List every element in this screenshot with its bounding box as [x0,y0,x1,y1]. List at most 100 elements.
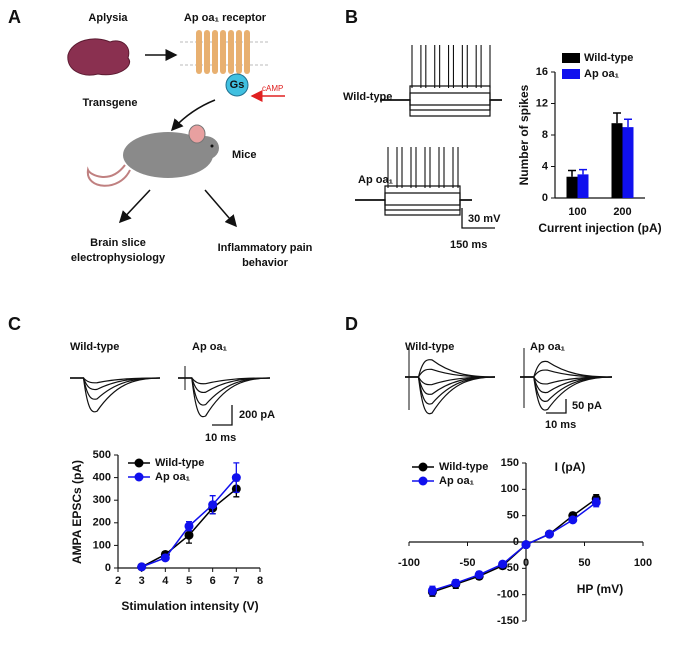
legend-label: Ap oa₁ [439,475,475,487]
arrow [204,189,237,228]
trace [405,376,496,395]
error-bar [579,168,587,175]
y-tick-label: 100 [93,539,111,551]
trace [405,376,496,386]
x-tick-label: -100 [398,557,420,569]
x-tick-label: 100 [568,206,586,218]
x-tick-label: 200 [613,206,631,218]
y-tick-label: -150 [497,615,519,627]
point [137,562,147,572]
current-traces [70,366,271,418]
x-tick-label: 2 [115,575,121,587]
trace [70,377,161,400]
panel-a: A Aplysia Ap oa₁ receptor Gs cAMP Transg… [8,7,313,269]
legend-label: Wild-type [439,461,488,473]
y-axis-label: AMPA EPSCs (pA) [70,460,84,564]
y-axis-label: Number of spikes [517,84,531,185]
point [160,553,170,563]
label: Aplysia [88,12,128,24]
point [427,585,437,595]
bar [566,176,578,198]
legend-label: Ap oa₁ [155,471,191,483]
label: cAMP [262,84,283,93]
legend-marker [418,476,428,486]
x-tick-label: 8 [257,575,263,587]
y-tick-label: -100 [497,589,519,601]
x-tick-label: -50 [460,557,476,569]
legend-marker [134,458,144,468]
trace [405,368,496,378]
y-tick-label: 12 [536,97,548,109]
x-axis-label: Stimulation intensity (V) [121,599,258,613]
point [521,540,531,550]
point [231,473,241,483]
trace [405,376,496,415]
bar [577,174,589,198]
legend-marker [134,472,144,482]
error-bar [613,112,621,124]
y-tick-label: 200 [93,517,111,529]
trace [355,199,472,206]
y-tick-label: 0 [105,562,111,574]
panel-label: B [345,7,358,27]
trace [520,376,613,411]
receptor-icon [180,30,270,97]
trace [178,377,271,418]
current-traces [405,345,613,415]
label: Gs [230,79,245,91]
error-bar [624,118,632,128]
y-tick-label: 500 [93,449,111,461]
trace [380,85,502,101]
aplysia-icon [67,38,131,76]
point [208,500,218,510]
panel-d: D Wild-type Ap oa₁ 50 pA 10 ms [345,314,613,431]
trace [178,377,271,394]
trace-label: Wild-type [343,91,392,103]
x-tick-label: 5 [186,575,192,587]
y-tick-label: 0 [542,192,548,204]
point [498,559,508,569]
point [474,570,484,580]
label: Transgene [82,97,137,109]
label: electrophysiology [71,252,166,264]
voltage-traces [355,45,502,216]
y-tick-label: 50 [507,510,519,522]
scale-bar [212,405,233,426]
scale-label: 30 mV [468,213,501,225]
trace [70,377,161,413]
point [568,515,578,525]
arrow [170,99,216,132]
x-tick-label: 100 [634,557,652,569]
label: Ap oa₁ receptor [184,12,267,24]
x-tick-label: 6 [210,575,216,587]
x-tick-label: 3 [139,575,145,587]
panel-label: C [8,314,21,334]
label: behavior [242,257,289,269]
panel-c: C Wild-type Ap oa₁ 200 pA 10 ms [8,314,275,444]
bar [611,123,623,198]
y-tick-label: 100 [501,483,519,495]
y-tick-label: 0 [513,536,519,548]
trace-label: Ap oa₁ [192,341,228,353]
trace [355,192,472,201]
trace [355,199,472,216]
trace [380,92,502,101]
y-axis-label: I (pA) [555,460,586,474]
scale-label: 200 pA [239,409,275,421]
x-tick-label: 0 [523,557,529,569]
x-tick-label: 7 [233,575,239,587]
label: Inflammatory pain [218,242,313,254]
point [544,529,554,539]
scale-label: 10 ms [545,419,576,431]
mouse-icon [86,124,219,187]
trace-label: Ap oa₁ [358,174,394,186]
point [591,498,601,507]
legend-swatch [562,69,580,79]
trace [380,99,502,117]
y-tick-label: 300 [93,494,111,506]
trace-label: Wild-type [405,341,454,353]
x-axis-label: Current injection (pA) [538,221,661,235]
point [451,578,461,588]
trace [520,369,613,378]
